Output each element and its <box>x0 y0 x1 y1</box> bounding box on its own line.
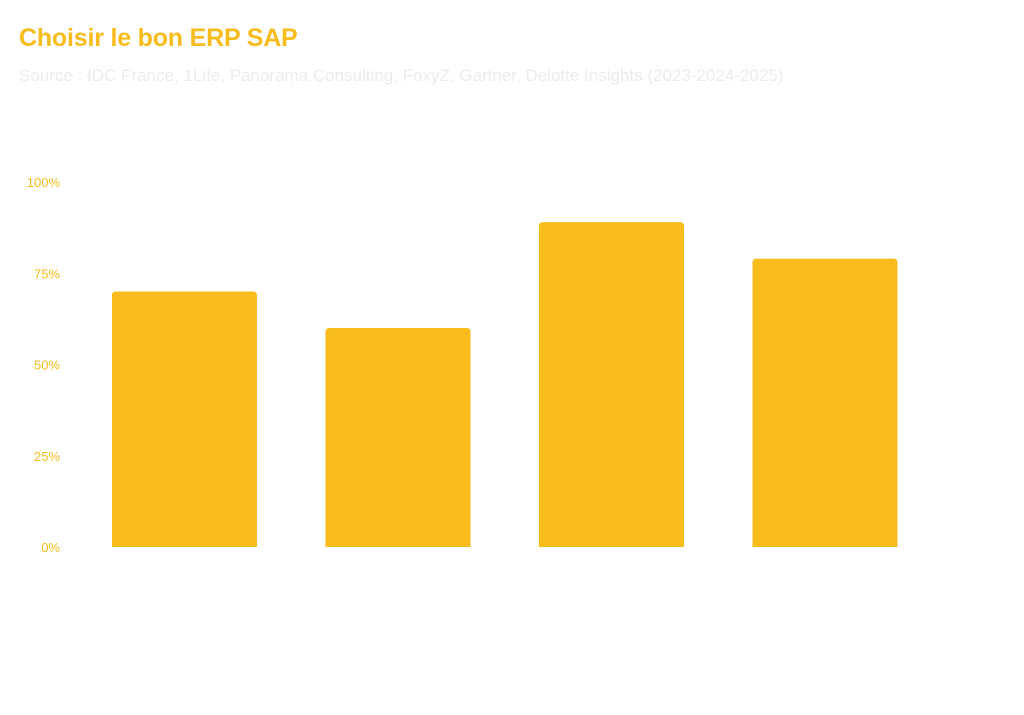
bars <box>112 222 898 547</box>
bar-3[interactable] <box>539 222 684 547</box>
bar-1[interactable] <box>112 291 257 548</box>
chart-subtitle: Source : IDC France, 1Life, Panorama Con… <box>19 66 784 85</box>
y-tick-label: 75% <box>34 266 60 281</box>
y-axis: 0% 25% 50% 75% 100% <box>27 175 61 555</box>
y-tick-label: 0% <box>41 540 60 555</box>
y-tick-label: 100% <box>27 175 61 190</box>
bar-4[interactable] <box>752 258 898 547</box>
chart-title: Choisir le bon ERP SAP <box>19 24 298 52</box>
bar-2[interactable] <box>325 328 471 547</box>
y-tick-label: 25% <box>34 449 60 464</box>
y-tick-label: 50% <box>34 358 60 373</box>
